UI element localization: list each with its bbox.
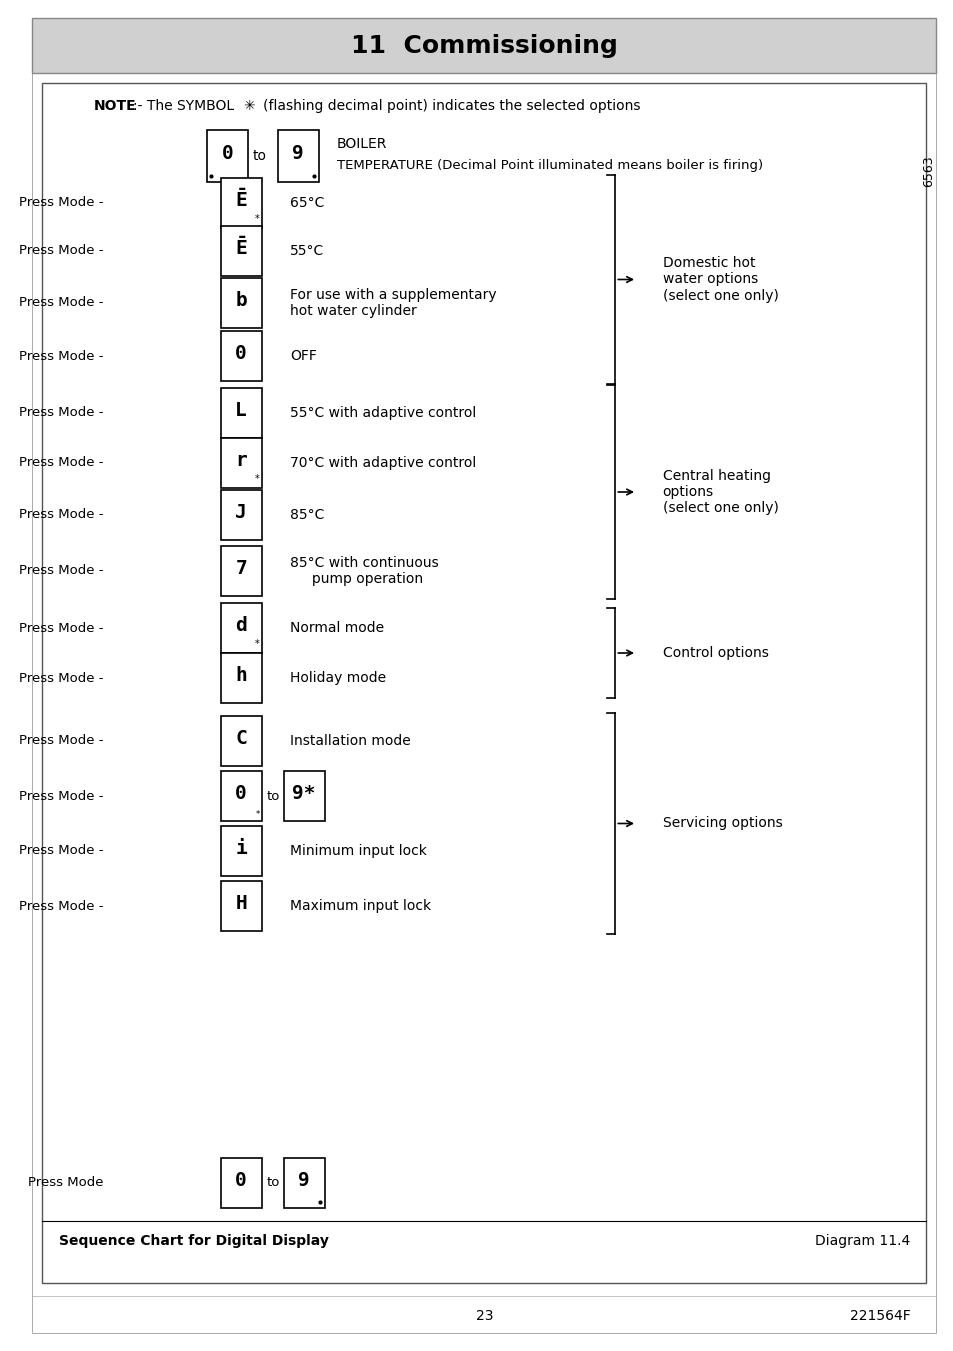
Text: 221564F: 221564F — [849, 1309, 910, 1323]
Text: Press Mode -: Press Mode - — [19, 245, 103, 258]
Text: b: b — [235, 290, 247, 309]
Text: 6563: 6563 — [921, 155, 934, 186]
Bar — [220, 490, 261, 540]
Text: 55°C with adaptive control: 55°C with adaptive control — [290, 407, 476, 420]
Text: *: * — [254, 474, 259, 484]
Bar — [220, 771, 261, 821]
Text: For use with a supplementary
hot water cylinder: For use with a supplementary hot water c… — [290, 288, 497, 317]
Text: OFF: OFF — [290, 349, 317, 363]
Text: to: to — [253, 149, 267, 163]
Text: Normal mode: Normal mode — [290, 621, 384, 635]
Text: Press Mode -: Press Mode - — [19, 457, 103, 470]
FancyBboxPatch shape — [32, 18, 935, 1333]
Text: Press Mode -: Press Mode - — [19, 789, 103, 802]
Bar — [220, 603, 261, 653]
Bar — [277, 130, 318, 182]
Text: 0: 0 — [235, 345, 247, 363]
Bar — [220, 226, 261, 276]
Text: 0: 0 — [235, 784, 247, 802]
Bar — [220, 438, 261, 488]
Text: Press Mode -: Press Mode - — [19, 900, 103, 912]
Text: Press Mode -: Press Mode - — [19, 621, 103, 635]
Text: C: C — [235, 730, 247, 748]
Bar — [207, 130, 248, 182]
Text: 0: 0 — [221, 145, 233, 163]
Text: Diagram 11.4: Diagram 11.4 — [815, 1233, 910, 1248]
Text: d: d — [235, 616, 247, 635]
Text: 0: 0 — [235, 1171, 247, 1190]
Bar — [220, 881, 261, 931]
Text: Installation mode: Installation mode — [290, 734, 411, 748]
Text: 7: 7 — [235, 559, 247, 578]
Bar — [220, 388, 261, 438]
Text: J: J — [235, 503, 247, 521]
Text: 85°C: 85°C — [290, 508, 324, 521]
Text: i: i — [235, 839, 247, 858]
Text: Press Mode -: Press Mode - — [19, 671, 103, 685]
Text: Ē: Ē — [235, 190, 247, 209]
Text: Press Mode -: Press Mode - — [19, 196, 103, 209]
Bar — [283, 1158, 325, 1208]
Bar — [220, 716, 261, 766]
Text: 9: 9 — [298, 1171, 310, 1190]
Bar — [220, 825, 261, 875]
Text: 23: 23 — [476, 1309, 493, 1323]
Text: Press Mode -: Press Mode - — [19, 296, 103, 309]
Text: Minimum input lock: Minimum input lock — [290, 844, 427, 858]
Bar — [220, 178, 261, 228]
Bar — [283, 771, 325, 821]
Text: Press Mode: Press Mode — [28, 1177, 103, 1189]
Text: Press Mode -: Press Mode - — [19, 407, 103, 420]
Text: 9*: 9* — [293, 784, 315, 802]
Text: ✳: ✳ — [243, 99, 254, 113]
Text: (flashing decimal point) indicates the selected options: (flashing decimal point) indicates the s… — [263, 99, 639, 113]
Text: 11  Commissioning: 11 Commissioning — [351, 34, 618, 58]
Text: Press Mode -: Press Mode - — [19, 844, 103, 858]
Text: Sequence Chart for Digital Display: Sequence Chart for Digital Display — [59, 1233, 329, 1248]
Bar — [220, 653, 261, 703]
Text: *: * — [254, 213, 259, 224]
Text: Domestic hot
water options
(select one only): Domestic hot water options (select one o… — [662, 257, 778, 303]
Text: Press Mode -: Press Mode - — [19, 735, 103, 747]
Text: to: to — [267, 789, 280, 802]
FancyBboxPatch shape — [32, 18, 935, 73]
Text: to: to — [267, 1177, 280, 1189]
Text: r: r — [235, 451, 247, 470]
Text: Press Mode -: Press Mode - — [19, 565, 103, 577]
Text: 55°C: 55°C — [290, 245, 324, 258]
Bar — [220, 278, 261, 328]
Text: 9: 9 — [293, 145, 304, 163]
Text: BOILER: BOILER — [336, 136, 387, 151]
Text: L: L — [235, 401, 247, 420]
Bar — [220, 1158, 261, 1208]
Bar — [220, 331, 261, 381]
Text: Press Mode -: Press Mode - — [19, 350, 103, 362]
Text: Holiday mode: Holiday mode — [290, 671, 386, 685]
Text: Central heating
options
(select one only): Central heating options (select one only… — [662, 469, 778, 515]
Text: 70°C with adaptive control: 70°C with adaptive control — [290, 457, 476, 470]
Text: H: H — [235, 894, 247, 913]
Text: Control options: Control options — [662, 646, 768, 661]
Text: TEMPERATURE (Decimal Point illuminated means boiler is firing): TEMPERATURE (Decimal Point illuminated m… — [336, 159, 762, 173]
Text: Maximum input lock: Maximum input lock — [290, 898, 431, 913]
Text: 85°C with continuous
     pump operation: 85°C with continuous pump operation — [290, 555, 438, 586]
Bar — [220, 546, 261, 596]
Text: Ē: Ē — [235, 239, 247, 258]
Text: h: h — [235, 666, 247, 685]
Text: :- The SYMBOL: :- The SYMBOL — [132, 99, 233, 113]
FancyBboxPatch shape — [42, 82, 925, 1283]
Text: *: * — [255, 811, 260, 820]
Text: 65°C: 65°C — [290, 196, 324, 209]
Text: *: * — [254, 639, 259, 648]
Text: NOTE: NOTE — [93, 99, 136, 113]
Text: Press Mode -: Press Mode - — [19, 508, 103, 521]
Text: Servicing options: Servicing options — [662, 816, 781, 831]
